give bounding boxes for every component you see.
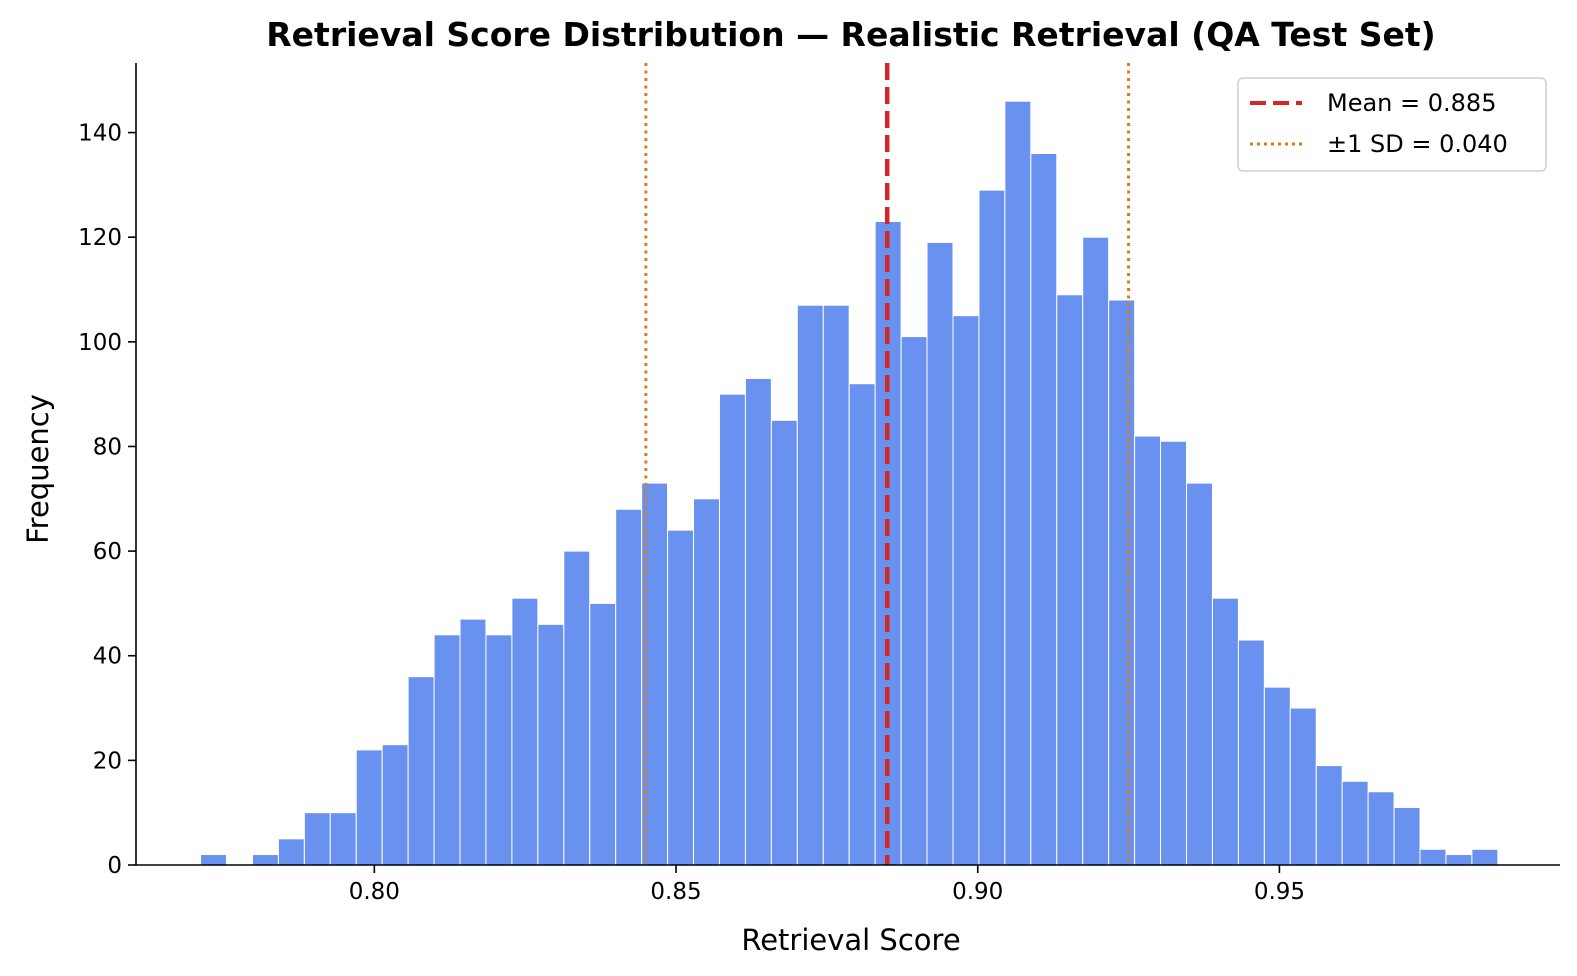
- y-tick-label: 120: [78, 225, 122, 251]
- histogram-bar: [926, 241, 954, 866]
- legend-box: [1237, 77, 1547, 172]
- histogram-bar: [1393, 806, 1421, 866]
- histogram-bar: [1263, 686, 1291, 866]
- histogram-bar: [1341, 780, 1369, 866]
- histogram-bar: [329, 812, 357, 866]
- y-ticks: 0 20 40 60 80 100 120 140: [78, 121, 136, 879]
- histogram-bar: [407, 676, 435, 866]
- histogram-bar: [355, 749, 383, 866]
- histogram-bar: [277, 838, 305, 866]
- reference-lines: [644, 63, 1131, 865]
- histogram-bar: [433, 634, 461, 866]
- histogram-bar: [381, 744, 409, 866]
- histogram-bar: [952, 315, 980, 866]
- histogram-bar: [1056, 294, 1084, 866]
- y-tick-label: 80: [93, 434, 122, 460]
- histogram-bar: [251, 854, 279, 866]
- histogram-bar: [822, 304, 850, 866]
- y-tick-label: 40: [93, 644, 122, 670]
- histogram-bar: [718, 393, 746, 866]
- y-tick-label: 60: [93, 539, 122, 565]
- histogram-bar: [1445, 854, 1473, 866]
- y-tick-label: 140: [78, 121, 122, 147]
- histogram-bar: [485, 634, 513, 866]
- histogram-bar: [978, 189, 1006, 866]
- histogram-bar: [1108, 299, 1136, 866]
- histogram-bar: [900, 336, 928, 866]
- y-tick-label: 20: [93, 748, 122, 774]
- y-axis-label: Frequency: [21, 394, 55, 544]
- x-tick-label: 0.80: [349, 879, 400, 905]
- y-tick-label: 0: [107, 853, 122, 879]
- histogram-bar: [1237, 639, 1265, 866]
- histogram-bar: [1367, 791, 1395, 866]
- histogram-bar: [1134, 435, 1162, 866]
- histogram-bar: [1030, 153, 1058, 866]
- histogram-bar: [848, 383, 876, 866]
- histogram-bar: [200, 854, 228, 866]
- histogram-bar: [641, 482, 669, 866]
- histogram-bar: [511, 597, 539, 866]
- x-tick-label: 0.95: [1254, 879, 1305, 905]
- histogram-bar: [1186, 482, 1213, 866]
- histogram-bar: [1289, 707, 1317, 866]
- histogram-bar: [589, 602, 617, 866]
- x-axis-label: Retrieval Score: [741, 923, 960, 957]
- histogram-bar: [1315, 765, 1343, 866]
- x-tick-label: 0.90: [952, 879, 1003, 905]
- histogram-bar: [459, 618, 487, 866]
- legend-mean-label: Mean = 0.885: [1327, 89, 1496, 117]
- legend: Mean = 0.885 ±1 SD = 0.040: [1237, 77, 1547, 172]
- x-tick-label: 0.85: [650, 879, 701, 905]
- y-tick-label: 100: [78, 330, 122, 356]
- histogram-bar: [303, 812, 331, 866]
- histogram-bar: [537, 623, 565, 866]
- histogram-bar: [1004, 100, 1032, 866]
- histogram-bar: [1082, 236, 1110, 866]
- histogram-bar: [1211, 597, 1239, 866]
- histogram-bar: [796, 304, 824, 866]
- histogram-bar: [1419, 848, 1447, 866]
- histogram-bar: [693, 498, 720, 866]
- histogram-bar: [563, 550, 591, 866]
- chart-title: Retrieval Score Distribution — Realistic…: [266, 15, 1435, 54]
- bars-group: [200, 100, 1499, 866]
- histogram-bar: [744, 377, 772, 866]
- legend-sd-label: ±1 SD = 0.040: [1327, 130, 1508, 158]
- histogram-bar: [667, 529, 695, 866]
- histogram-bar: [1471, 848, 1499, 866]
- histogram-bar: [770, 419, 798, 866]
- histogram-bar: [615, 508, 643, 866]
- x-ticks: 0.80 0.85 0.90 0.95: [349, 865, 1305, 905]
- histogram-bar: [1160, 440, 1188, 866]
